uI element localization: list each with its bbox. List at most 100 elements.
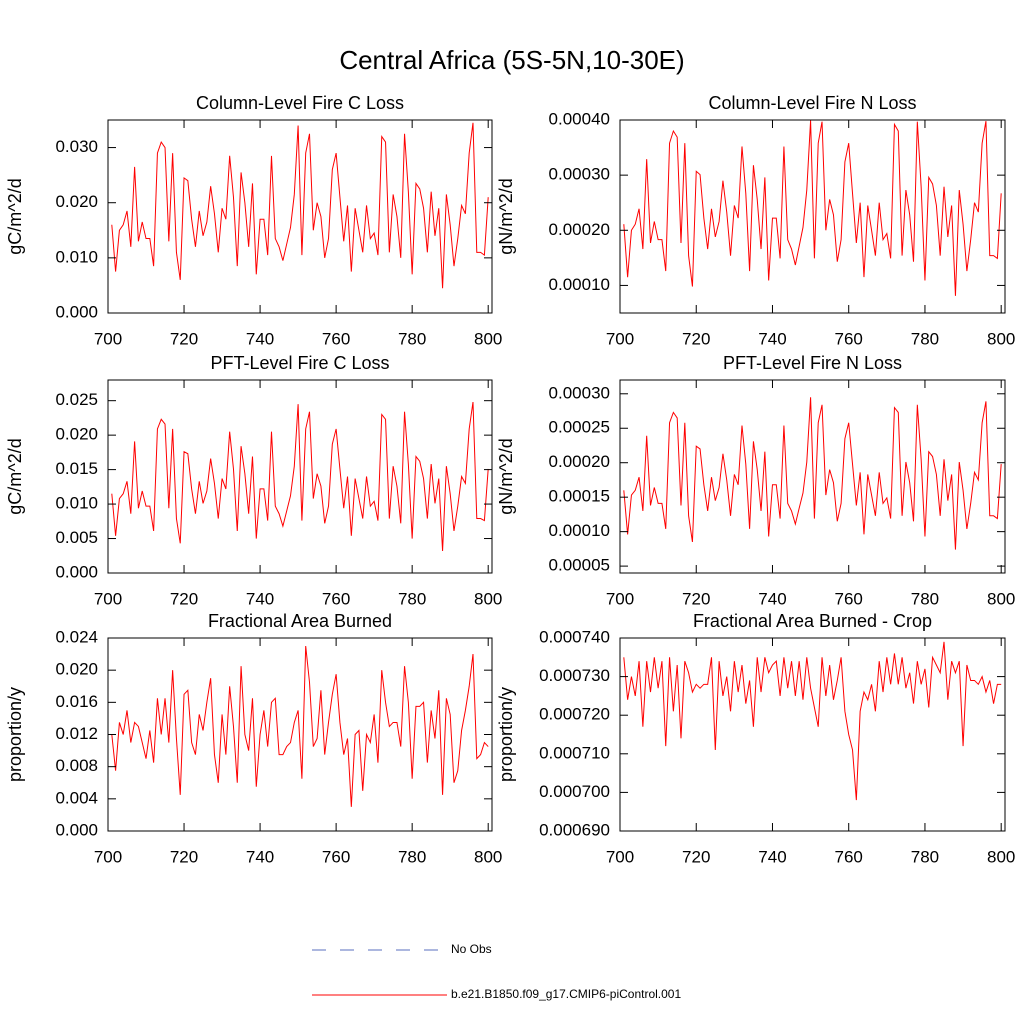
panel-title: Fractional Area Burned - Crop <box>693 611 932 631</box>
panel: Column-Level Fire C Loss gC/m^2/d 700 720 74… <box>5 93 503 349</box>
figure-title: Central Africa (5S-5N,10-30E) <box>339 45 684 75</box>
x-tick-label: 780 <box>911 329 939 348</box>
y-tick-label: 0.000690 <box>539 820 610 839</box>
y-tick-label: 0.00040 <box>549 109 610 128</box>
x-tick-label: 740 <box>758 847 786 866</box>
y-tick-label: 0.00010 <box>549 521 610 540</box>
x-tick-label: 740 <box>758 589 786 608</box>
data-line <box>111 122 489 289</box>
plot-frame <box>107 379 493 574</box>
x-tick-label: 720 <box>682 589 710 608</box>
panel-title: Fractional Area Burned <box>208 611 392 631</box>
panel-title: Column-Level Fire N Loss <box>708 93 916 113</box>
y-tick-label: 0.00010 <box>549 275 610 294</box>
x-tick-label: 700 <box>606 847 634 866</box>
y-axis-label: gC/m^2/d <box>5 438 25 514</box>
y-tick-label: 0.015 <box>55 459 98 478</box>
y-tick-label: 0.020 <box>55 192 98 211</box>
x-tick-label: 760 <box>835 847 863 866</box>
y-tick-label: 0.00005 <box>549 556 610 575</box>
panel-title: Column-Level Fire C Loss <box>196 93 404 113</box>
y-tick-label: 0.008 <box>55 756 98 775</box>
y-axis-label: proportion/y <box>496 687 516 782</box>
y-tick-label: 0.00015 <box>549 487 610 506</box>
x-tick-label: 800 <box>474 329 502 348</box>
x-tick-label: 700 <box>606 329 634 348</box>
panel-title: PFT-Level Fire N Loss <box>723 353 902 373</box>
y-tick-label: 0.024 <box>55 627 98 646</box>
y-tick-label: 0.010 <box>55 494 98 513</box>
x-tick-label: 780 <box>911 847 939 866</box>
x-tick-label: 700 <box>94 589 122 608</box>
plot-frame <box>107 119 493 314</box>
x-tick-label: 760 <box>322 329 350 348</box>
x-tick-label: 740 <box>758 329 786 348</box>
y-tick-label: 0.000710 <box>539 743 610 762</box>
data-line <box>623 641 1002 801</box>
data-line <box>111 645 489 807</box>
y-tick-label: 0.005 <box>55 528 98 547</box>
x-tick-label: 760 <box>835 329 863 348</box>
x-tick-label: 780 <box>398 329 426 348</box>
y-tick-label: 0.025 <box>55 390 98 409</box>
y-tick-label: 0.000740 <box>539 627 610 646</box>
y-tick-label: 0.00020 <box>549 220 610 239</box>
y-tick-label: 0.000 <box>55 302 98 321</box>
x-tick-label: 720 <box>170 329 198 348</box>
x-tick-label: 800 <box>474 589 502 608</box>
panel: Fractional Area Burned proportion/y 700 720… <box>5 611 503 867</box>
y-tick-label: 0.000 <box>55 820 98 839</box>
x-tick-label: 760 <box>322 589 350 608</box>
data-line <box>623 397 1002 550</box>
x-tick-label: 700 <box>94 329 122 348</box>
x-tick-label: 740 <box>246 329 274 348</box>
y-tick-label: 0.020 <box>55 660 98 679</box>
panel: Column-Level Fire N Loss gN/m^2/d 700 720 74… <box>496 93 1016 349</box>
legend-label: No Obs <box>451 942 492 956</box>
x-tick-label: 760 <box>322 847 350 866</box>
panel: Fractional Area Burned - Crop proportion/… <box>496 611 1016 867</box>
x-tick-label: 700 <box>606 589 634 608</box>
y-tick-label: 0.00030 <box>549 383 610 402</box>
x-tick-label: 700 <box>94 847 122 866</box>
plot-frame <box>619 119 1006 314</box>
x-tick-label: 780 <box>398 589 426 608</box>
x-tick-label: 740 <box>246 847 274 866</box>
x-tick-label: 720 <box>170 847 198 866</box>
y-axis-label: gN/m^2/d <box>496 178 516 254</box>
y-tick-label: 0.00020 <box>549 452 610 471</box>
y-tick-label: 0.000700 <box>539 782 610 801</box>
y-tick-label: 0.000 <box>55 562 98 581</box>
x-tick-label: 720 <box>170 589 198 608</box>
x-tick-label: 800 <box>987 847 1015 866</box>
panel: PFT-Level Fire N Loss gN/m^2/d 700 720 740 76… <box>496 353 1016 609</box>
y-tick-label: 0.012 <box>55 724 98 743</box>
y-tick-label: 0.010 <box>55 247 98 266</box>
y-tick-label: 0.020 <box>55 425 98 444</box>
plot-frame <box>619 637 1006 832</box>
y-tick-label: 0.004 <box>55 788 98 807</box>
data-line <box>111 401 489 551</box>
y-tick-label: 0.000730 <box>539 666 610 685</box>
x-tick-label: 720 <box>682 329 710 348</box>
plot-frame <box>619 379 1006 574</box>
data-line <box>623 120 1002 296</box>
x-tick-label: 800 <box>987 329 1015 348</box>
y-tick-label: 0.016 <box>55 692 98 711</box>
x-tick-label: 720 <box>682 847 710 866</box>
y-axis-label: gC/m^2/d <box>5 178 25 254</box>
y-tick-label: 0.00030 <box>549 165 610 184</box>
x-tick-label: 740 <box>246 589 274 608</box>
y-axis-label: proportion/y <box>5 687 25 782</box>
y-axis-label: gN/m^2/d <box>496 438 516 514</box>
x-tick-label: 800 <box>987 589 1015 608</box>
x-tick-label: 800 <box>474 847 502 866</box>
panel-title: PFT-Level Fire C Loss <box>210 353 389 373</box>
x-tick-label: 780 <box>911 589 939 608</box>
x-tick-label: 760 <box>835 589 863 608</box>
y-tick-label: 0.030 <box>55 137 98 156</box>
y-tick-label: 0.000720 <box>539 705 610 724</box>
y-tick-label: 0.00025 <box>549 418 610 437</box>
